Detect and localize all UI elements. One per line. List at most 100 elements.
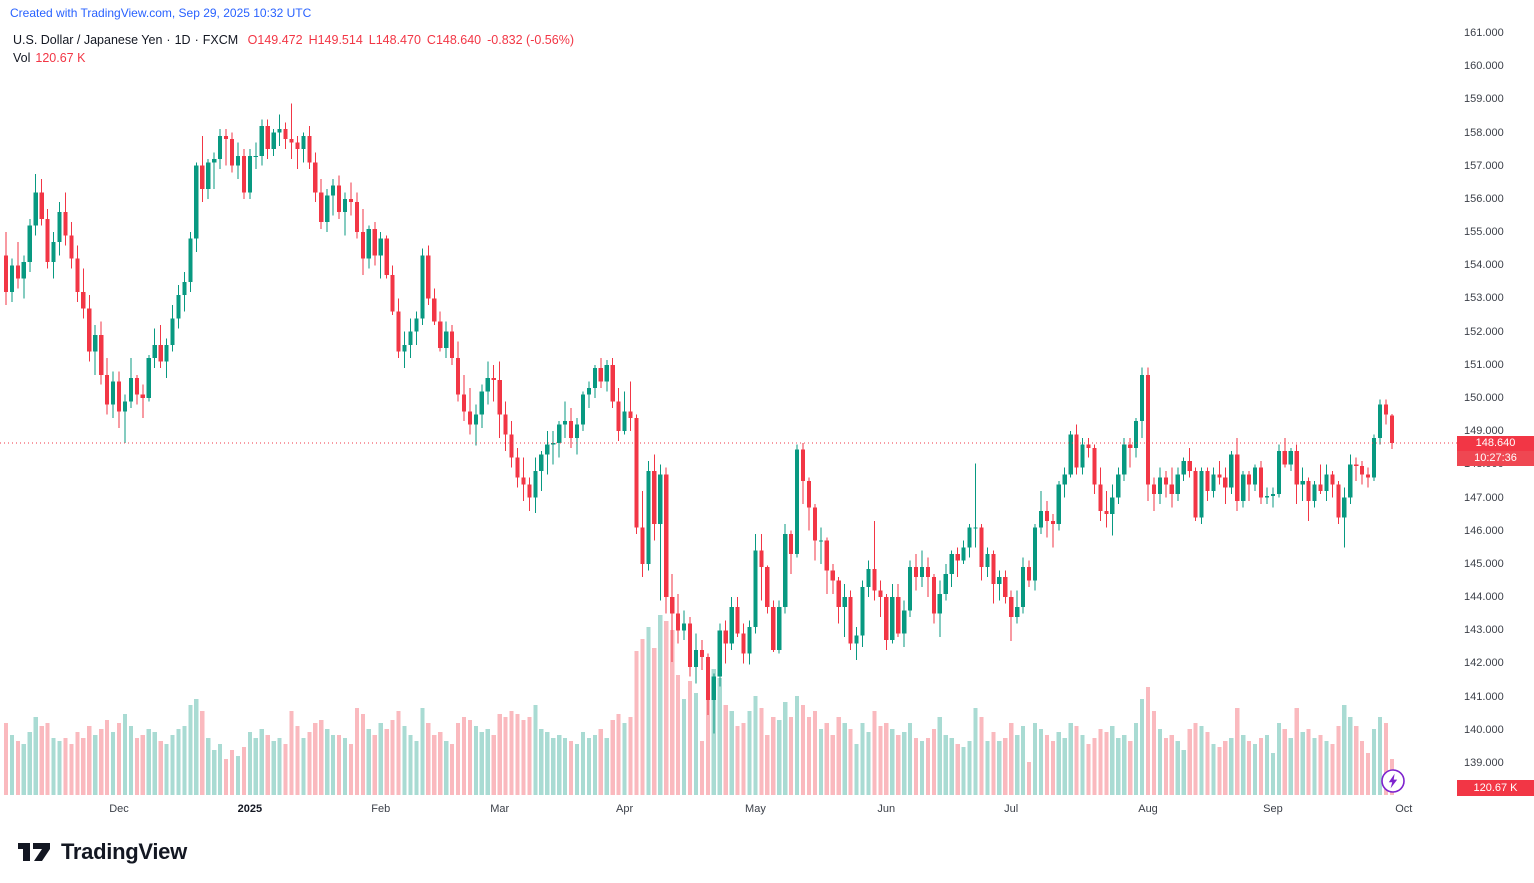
candle-body [253,155,258,157]
volume-bar [93,735,98,795]
volume-bar [265,735,270,795]
time-axis[interactable]: Dec 2025 Feb Mar Apr May Jun Jul Aug Sep Oct [0,796,1457,822]
volume-bar [1300,732,1305,795]
volume-bar [741,723,746,795]
candle-body [331,185,336,196]
candle-body [247,155,252,193]
candle-body [206,162,211,189]
candle-body [1026,567,1032,581]
candle-body [1354,464,1359,467]
volume-bar [574,744,580,795]
price-tick-label: 151.000 [1464,358,1504,371]
volume-bar [783,702,788,795]
candle-body [943,573,948,594]
volume-bar [200,711,205,795]
candle-body [378,238,383,256]
volume-bar [384,729,389,795]
lightning-icon[interactable] [1380,768,1406,794]
candle-body [925,567,931,578]
candle-body [670,597,675,614]
candle-body [396,311,401,352]
volume-bar [557,735,562,795]
candle-body [652,471,657,525]
tradingview-logo-mark [18,843,50,861]
volume-bar [188,705,193,795]
candle-body [854,635,859,644]
volume-bar [735,726,740,795]
candle-body [1312,484,1317,501]
last-price-badge: 148.640 [1457,436,1534,451]
candle-body [271,132,276,150]
price-tick-label: 157.000 [1464,159,1504,172]
volume-bar [170,735,175,795]
candle-body [182,281,187,296]
volume-bar [319,720,324,795]
volume-bar [717,678,722,795]
candle-body [485,378,490,392]
candle-body [3,255,9,292]
volume-bar [866,732,871,795]
volume-bar [1092,738,1097,795]
candle-body [265,125,270,150]
ohlc-open: O149.472 [247,33,303,47]
candle-body [1223,477,1228,488]
volume-bar [461,717,467,795]
candle-body [27,225,32,262]
volume-bar [1288,738,1293,795]
volume-bar [33,717,38,795]
candle-body [63,212,68,236]
volume-bar [497,714,502,795]
volume-bar [27,732,32,795]
candle-body [1074,434,1079,468]
candle-body [473,414,478,425]
candle-body [681,623,687,631]
candle-body [194,165,199,239]
volume-bar [729,711,734,795]
volume-bar [1139,699,1145,795]
candle-body [919,567,925,578]
candle-body [1139,374,1145,422]
symbol-title[interactable]: U.S. Dollar / Japanese Yen [13,33,163,47]
bar-countdown-badge: 10:27:36 [1457,451,1534,466]
candle-body [1181,461,1186,475]
time-tick-label: Dec [109,803,129,815]
volume-bar [1062,738,1067,795]
volume-bar [1199,726,1204,795]
tradingview-logo-text: TradingView [61,839,187,864]
candle-body [574,424,580,438]
volume-bar [800,705,806,795]
volume-bar [913,738,919,795]
volume-bar [1312,738,1317,795]
candle-body [1009,597,1014,617]
candle-body [586,388,591,395]
volume-bar [378,723,383,795]
candle-body [872,568,877,591]
volume-bar [152,732,157,795]
tradingview-logo[interactable]: TradingView [16,838,187,866]
candle-body [1145,374,1151,485]
volume-bar [539,729,544,795]
candle-body [753,550,758,627]
time-tick-label: Feb [371,803,391,815]
candle-body [122,401,128,412]
interval-label[interactable]: 1D [174,33,191,47]
volume-bar [991,732,996,795]
volume-bar [1044,735,1049,795]
price-axis[interactable]: 161.000 160.000 159.000 158.000 157.000 156.0… [1458,0,1534,796]
volume-bar [212,750,217,795]
candle-body [509,434,514,458]
volume-bar [420,708,425,795]
volume-bar [110,732,116,795]
volume-bar [878,726,883,795]
candle-body [461,394,467,412]
volume-bar [997,741,1002,795]
candlestick-chart-pane[interactable] [0,0,1457,883]
candle-body [1270,494,1276,496]
candle-body [1389,415,1394,444]
volume-bar [1026,762,1032,795]
volume-bar [81,738,86,795]
candle-body [212,159,217,163]
volume-bar [1360,741,1365,795]
volume-bar [206,738,211,795]
candle-body [1086,444,1091,448]
